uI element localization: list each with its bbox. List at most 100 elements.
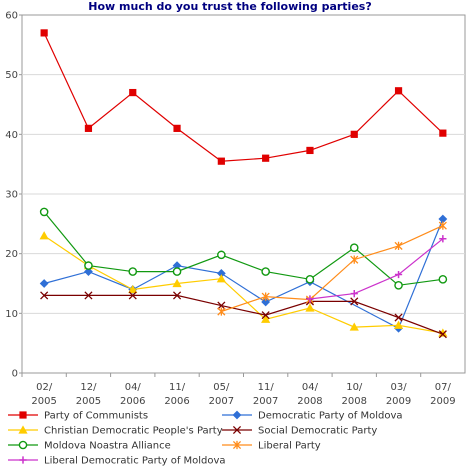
data-point <box>393 320 404 329</box>
data-point <box>439 129 447 137</box>
data-point <box>439 235 447 243</box>
data-point <box>394 313 403 322</box>
legend-marker <box>18 425 28 434</box>
series-layer <box>39 29 448 339</box>
x-tick-label: 04/2006 <box>120 382 145 407</box>
legend-label: Social Democratic Party <box>258 426 377 437</box>
legend-item: Christian Democratic People's Party <box>8 425 223 437</box>
data-point <box>438 275 448 284</box>
legend-label: Party of Communists <box>44 411 148 422</box>
data-point <box>261 267 270 276</box>
series-line <box>43 32 444 162</box>
x-tick-label: 10/2008 <box>342 382 367 407</box>
x-tick-label: 07/2009 <box>430 382 455 407</box>
data-point <box>262 154 270 162</box>
legend-label: Liberal Party <box>258 441 321 452</box>
data-point <box>349 322 359 331</box>
legend-item: Moldova Noastra Alliance <box>8 441 171 452</box>
data-point <box>305 275 315 284</box>
legend-marker <box>232 425 242 435</box>
data-point <box>261 311 270 320</box>
y-tick-label: 40 <box>5 130 18 141</box>
series-christian-democratic-people-s-party <box>39 231 448 337</box>
data-point <box>350 297 359 306</box>
data-point <box>261 297 271 307</box>
data-point <box>39 207 49 217</box>
data-point <box>350 290 358 298</box>
data-point <box>172 261 182 270</box>
data-point <box>129 88 137 97</box>
grid-lines <box>22 74 465 314</box>
data-point <box>306 295 314 303</box>
data-point <box>128 267 138 276</box>
y-tick-label: 60 <box>5 11 18 22</box>
y-tick-label: 10 <box>5 309 18 320</box>
data-point <box>84 291 93 300</box>
legend-label: Liberal Democratic Party of Moldova <box>44 456 226 467</box>
series-line <box>43 211 443 286</box>
legend-item: Party of Communists <box>8 411 148 422</box>
data-point <box>172 267 182 276</box>
series-liberal-democratic-party-of-moldova <box>306 235 447 303</box>
data-point <box>394 241 403 251</box>
data-point <box>350 130 358 138</box>
data-point <box>216 268 226 278</box>
data-point <box>438 328 448 337</box>
data-point <box>128 284 138 294</box>
data-point <box>305 303 315 312</box>
data-point <box>394 270 403 279</box>
data-point <box>40 29 48 37</box>
data-point <box>394 280 403 290</box>
legend-label: Moldova Noastra Alliance <box>44 441 171 452</box>
x-tick-label: 03/2009 <box>386 382 411 407</box>
data-point <box>40 291 49 300</box>
y-tick-label: 20 <box>5 249 18 260</box>
x-tick-label: 02/2005 <box>31 382 56 407</box>
series-party-of-communists <box>40 29 447 165</box>
x-tick-label: 11/2006 <box>164 382 189 407</box>
data-point <box>84 124 93 132</box>
data-point <box>438 221 447 230</box>
y-tick-label: 0 <box>12 369 18 380</box>
series-line <box>221 225 444 313</box>
legend-item: Liberal Democratic Party of Moldova <box>8 456 226 467</box>
data-point <box>84 261 93 270</box>
series-social-democratic-party <box>40 291 447 339</box>
data-point <box>349 243 359 252</box>
legend-item: Social Democratic Party <box>222 426 377 437</box>
data-point <box>217 307 226 316</box>
data-point <box>261 292 270 301</box>
data-point <box>261 314 271 323</box>
data-point <box>306 146 314 155</box>
y-tick-label: 30 <box>5 190 18 201</box>
data-point <box>84 267 93 276</box>
data-point <box>350 255 359 264</box>
data-point <box>39 231 49 240</box>
data-point <box>173 124 181 132</box>
legend-marker <box>232 410 242 420</box>
series-line <box>44 294 444 335</box>
legend-marker <box>18 440 28 450</box>
data-point <box>438 214 448 224</box>
x-tick-label: 05/2007 <box>209 382 234 407</box>
data-point <box>217 250 226 260</box>
chart-title: How much do you trust the following part… <box>88 0 371 13</box>
x-tick-label: 11/2007 <box>253 382 278 407</box>
x-tick-label: 12/2005 <box>76 382 101 407</box>
data-point <box>216 274 226 283</box>
y-tick-label: 50 <box>5 70 18 81</box>
data-point <box>172 278 182 288</box>
data-point <box>394 87 403 95</box>
data-point <box>39 279 49 288</box>
series-moldova-noastra-alliance <box>39 207 448 290</box>
legend-item: Liberal Party <box>222 441 321 452</box>
data-point <box>217 301 226 310</box>
data-point <box>172 291 182 300</box>
legend-item: Democratic Party of Moldova <box>222 411 403 422</box>
legend-marker <box>232 440 242 450</box>
legend-marker <box>19 411 27 419</box>
legend-marker <box>19 456 27 464</box>
legend-label: Christian Democratic People's Party <box>44 426 223 437</box>
